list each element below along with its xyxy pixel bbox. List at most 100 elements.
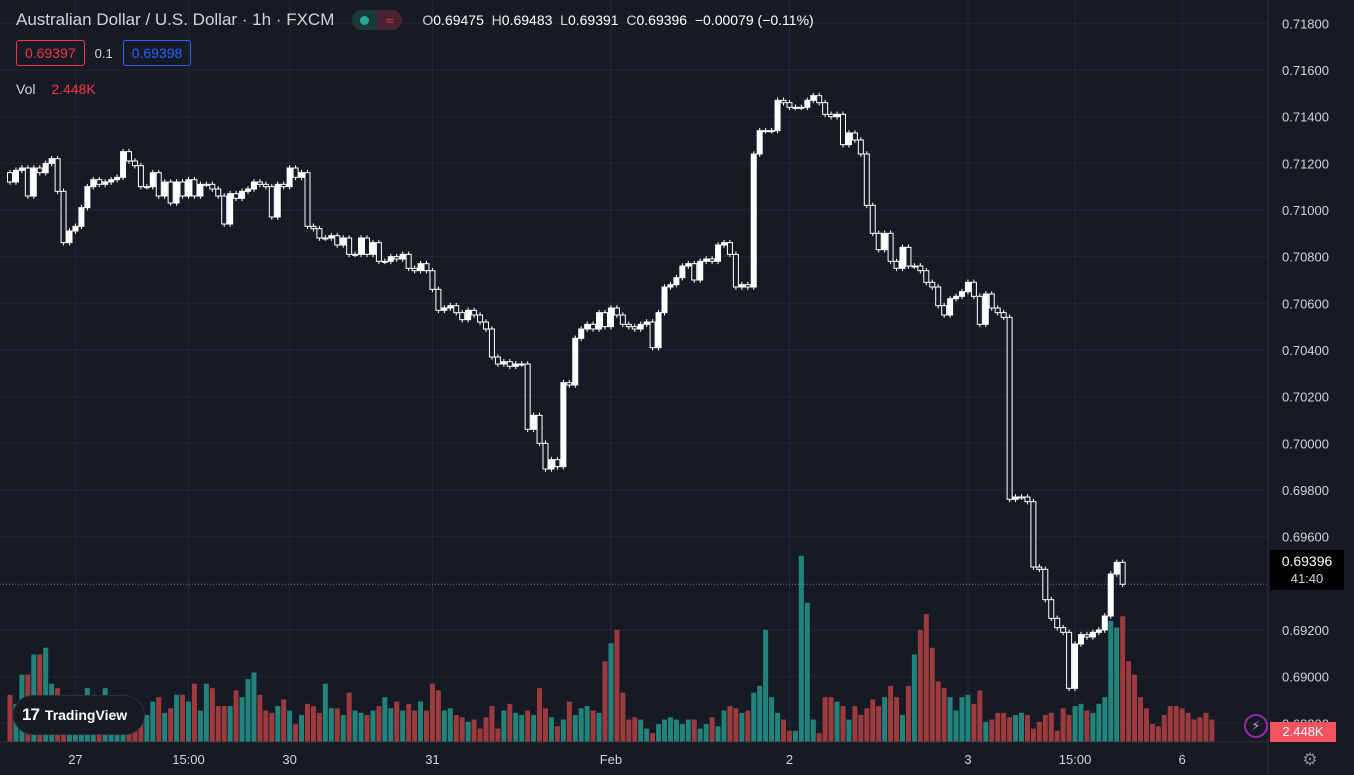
candle xyxy=(149,169,156,190)
candle-body xyxy=(256,181,263,185)
buy-button[interactable]: 0.69398 xyxy=(122,40,192,66)
candle xyxy=(268,183,275,220)
candle xyxy=(155,169,162,199)
candle xyxy=(726,239,733,258)
candle xyxy=(893,258,900,272)
volume-bar xyxy=(7,694,13,742)
tradingview-logo[interactable]: 17 TradingView xyxy=(13,695,145,735)
volume-bar xyxy=(394,701,400,742)
candle-body xyxy=(1018,496,1025,499)
candle-body xyxy=(840,113,846,146)
lightning-icon[interactable]: ⚡ xyxy=(1244,714,1268,738)
candle xyxy=(1042,566,1049,603)
price-axis[interactable]: 0.71800 0.71600 0.71400 0.71200 0.71000 0.708… xyxy=(1267,0,1329,775)
candle xyxy=(298,169,305,181)
candle xyxy=(500,358,507,367)
candle xyxy=(459,309,466,323)
candle-body xyxy=(732,253,739,288)
candle-body xyxy=(655,312,662,349)
volume-bar xyxy=(1173,706,1179,742)
volume-bar xyxy=(905,685,911,742)
volume-bar xyxy=(1185,712,1191,742)
ohlc-values: O0.69475 H0.69483 L0.69391 C0.69396 −0.0… xyxy=(422,12,813,28)
volume-bar xyxy=(852,706,858,742)
candle xyxy=(102,179,109,188)
candle xyxy=(369,239,376,258)
candle-body xyxy=(173,181,180,204)
candle xyxy=(964,279,971,295)
candle xyxy=(1024,494,1031,505)
volume-bar xyxy=(798,555,804,742)
volume-bar xyxy=(477,728,483,742)
candle xyxy=(738,281,745,290)
candle-body xyxy=(488,328,495,358)
candle-body xyxy=(1107,573,1114,617)
candle-body xyxy=(726,242,733,255)
candle-body xyxy=(126,151,132,162)
candle-body xyxy=(863,153,870,206)
volume-bar xyxy=(156,697,162,742)
candle xyxy=(381,258,388,265)
volume-bar xyxy=(424,710,429,742)
volume-bar xyxy=(293,724,299,742)
candle-body xyxy=(340,237,347,246)
volume-bar xyxy=(840,706,846,742)
candle xyxy=(1054,615,1061,631)
volume-bar xyxy=(435,690,441,742)
time-tick-label: 30 xyxy=(282,752,296,767)
volume-bar xyxy=(328,708,334,742)
volume-bar xyxy=(257,694,263,742)
candle xyxy=(179,179,186,199)
candle xyxy=(953,293,960,302)
candle xyxy=(245,186,251,195)
market-status-pill[interactable]: ≈ xyxy=(352,10,403,30)
candle xyxy=(792,104,799,111)
delayed-data-wave-icon: ≈ xyxy=(377,10,403,30)
volume-bar xyxy=(507,703,513,742)
volume-bar xyxy=(929,647,935,742)
sell-button[interactable]: 0.69397 xyxy=(16,40,85,66)
candle xyxy=(215,186,222,199)
candle-body xyxy=(625,323,632,328)
candle xyxy=(1030,498,1037,570)
candle xyxy=(143,183,150,190)
volume-bar xyxy=(786,730,792,742)
volume-bar xyxy=(626,719,632,742)
volume-bar xyxy=(186,701,191,742)
volume-bar xyxy=(150,701,156,742)
volume-bar xyxy=(1060,708,1066,742)
gear-icon[interactable]: ⚙ xyxy=(1302,750,1318,769)
candle-body xyxy=(203,183,210,186)
candle xyxy=(423,260,430,274)
volume-bar xyxy=(620,692,626,742)
volume-bar xyxy=(608,643,614,742)
volume-bar xyxy=(465,721,471,742)
candle xyxy=(548,456,555,472)
volume-bar xyxy=(513,712,519,742)
candle-body xyxy=(721,242,727,246)
volume-bar xyxy=(1209,719,1215,742)
candle-body xyxy=(1072,643,1079,689)
candle xyxy=(637,321,644,332)
candle xyxy=(114,174,121,183)
candle xyxy=(649,319,656,351)
volume-bar xyxy=(364,715,370,742)
volume-bar xyxy=(781,719,786,742)
candle-body xyxy=(893,260,900,269)
candle-body xyxy=(96,179,103,185)
candle xyxy=(286,165,293,190)
candle-body xyxy=(346,237,353,255)
candle xyxy=(935,284,942,309)
candle xyxy=(203,181,210,188)
candle xyxy=(822,99,829,118)
candle xyxy=(1048,596,1055,622)
volume-bar xyxy=(1114,627,1120,742)
candle-body xyxy=(1060,627,1067,633)
price-tick-label: 0.71400 xyxy=(1282,110,1329,125)
time-axis[interactable]: 27 15:00 30 31 Feb 2 3 15:00 6 xyxy=(0,741,1268,767)
symbol-title[interactable]: Australian Dollar / U.S. Dollar · 1h · F… xyxy=(16,10,335,29)
candle-body xyxy=(804,99,811,108)
volume-legend[interactable]: Vol 2.448K xyxy=(16,81,96,97)
